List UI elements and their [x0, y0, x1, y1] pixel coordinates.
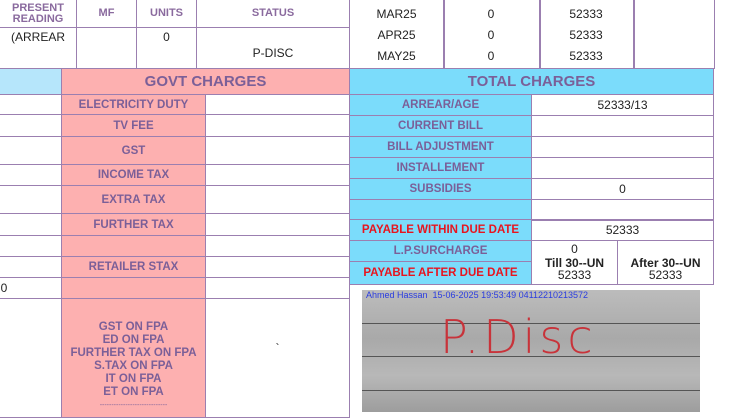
- left-partial-value: 0: [0, 281, 8, 295]
- units-value: 0: [136, 27, 197, 69]
- left-row: [0, 235, 62, 257]
- history-month: MAR25: [376, 7, 417, 21]
- reading-header: MF: [76, 0, 137, 28]
- govt-charge-label: GST: [61, 136, 206, 165]
- govt-charge-value: [205, 277, 350, 299]
- total-charge-value: [531, 136, 714, 158]
- after-label: After 30--UN: [630, 255, 701, 270]
- govt-charge-value: [205, 136, 350, 165]
- history-units: 0: [487, 49, 495, 63]
- total-charge-label: INSTALLEMENT: [349, 157, 532, 179]
- reading-header: UNITS: [136, 0, 197, 28]
- govt-charge-label: FURTHER TAX: [61, 213, 206, 236]
- total-charge-label: [349, 199, 532, 221]
- total-charge-label: SUBSIDIES: [349, 178, 532, 200]
- govt-charge-label: EXTRA TAX: [61, 185, 206, 214]
- lp-surcharge-value: 0: [571, 242, 578, 256]
- history-bill: 52333: [569, 28, 603, 42]
- left-row: [0, 164, 62, 186]
- govt-charge-label: TV FEE: [61, 114, 206, 137]
- history-units: 0: [487, 7, 495, 21]
- till-label: Till 30--UN: [544, 255, 605, 270]
- left-header: [0, 68, 62, 95]
- history-month: APR25: [377, 28, 416, 42]
- mf-value: [76, 27, 137, 69]
- divider: [633, 0, 635, 69]
- govt-charge-value: [205, 114, 350, 137]
- lp-surcharge-label: L.P.SURCHARGE: [349, 240, 532, 262]
- govt-charge-label: ELECTRICITY DUTY: [61, 94, 206, 115]
- history-bill: 52333: [569, 49, 603, 63]
- left-row: [0, 256, 62, 278]
- govt-charge-label: RETAILER STAX: [61, 256, 206, 278]
- payable-within-label: PAYABLE WITHIN DUE DATE: [349, 219, 532, 241]
- govt-charge-label: [61, 235, 206, 257]
- fpa-item: GST ON FPA: [98, 321, 169, 333]
- total-charges-title: TOTAL CHARGES: [349, 68, 714, 95]
- govt-charges-title: GOVT CHARGES: [61, 68, 350, 95]
- fpa-charges-label: GST ON FPA ED ON FPA FURTHER TAX ON FPA S.T…: [61, 298, 206, 418]
- total-charge-value: [531, 115, 714, 137]
- left-row: [0, 298, 62, 418]
- total-charge-value: 52333/13: [531, 94, 714, 116]
- left-row: [0, 185, 62, 214]
- total-charge-value: 0: [531, 178, 714, 200]
- total-charge-value: [531, 157, 714, 179]
- till-value: 52333: [557, 268, 592, 282]
- present-reading-value: (ARREAR: [0, 27, 77, 69]
- history-bill: 52333: [569, 7, 603, 21]
- left-row: [0, 213, 62, 236]
- reading-header: PRESENT READING: [0, 0, 77, 28]
- left-row: [0, 136, 62, 165]
- govt-charge-label: INCOME TAX: [61, 164, 206, 186]
- govt-charge-value: [205, 256, 350, 278]
- payable-after-label: PAYABLE AFTER DUE DATE: [349, 261, 532, 285]
- left-row: [0, 94, 62, 115]
- govt-charge-value: [205, 213, 350, 236]
- fpa-item: FURTHER TAX ON FPA: [70, 347, 197, 359]
- govt-charge-value: [205, 235, 350, 257]
- after-value: 52333: [648, 268, 683, 282]
- total-charge-value: [531, 199, 714, 221]
- total-charge-label: ARREAR/AGE: [349, 94, 532, 116]
- fpa-item: -----------------------------: [99, 402, 168, 409]
- history-units: 0: [487, 28, 495, 42]
- meter-photo[interactable]: Ahmed Hassan 15-06-2025 19:53:49 0411221…: [362, 290, 700, 412]
- payable-within-value: 52333: [531, 219, 714, 241]
- status-value: P-DISC: [196, 27, 350, 69]
- after-cell: [617, 240, 714, 285]
- fpa-value: `: [205, 298, 350, 418]
- govt-charge-value: [205, 164, 350, 186]
- photo-caption: Ahmed Hassan 15-06-2025 19:53:49 0411221…: [366, 290, 589, 300]
- total-charge-label: CURRENT BILL: [349, 115, 532, 137]
- total-charge-label: BILL ADJUSTMENT: [349, 136, 532, 158]
- left-row: [0, 114, 62, 137]
- govt-charge-value: [205, 94, 350, 115]
- fpa-item: ED ON FPA: [102, 334, 165, 346]
- reading-header: STATUS: [196, 0, 350, 28]
- fpa-item: S.TAX ON FPA: [94, 360, 173, 372]
- photo-handwriting: P.Disc: [440, 310, 597, 364]
- history-month: MAY25: [377, 49, 416, 63]
- fpa-item: ET ON FPA: [103, 386, 164, 398]
- govt-charge-value: [205, 185, 350, 214]
- fpa-item: IT ON FPA: [105, 373, 162, 385]
- govt-charge-label: [61, 277, 206, 299]
